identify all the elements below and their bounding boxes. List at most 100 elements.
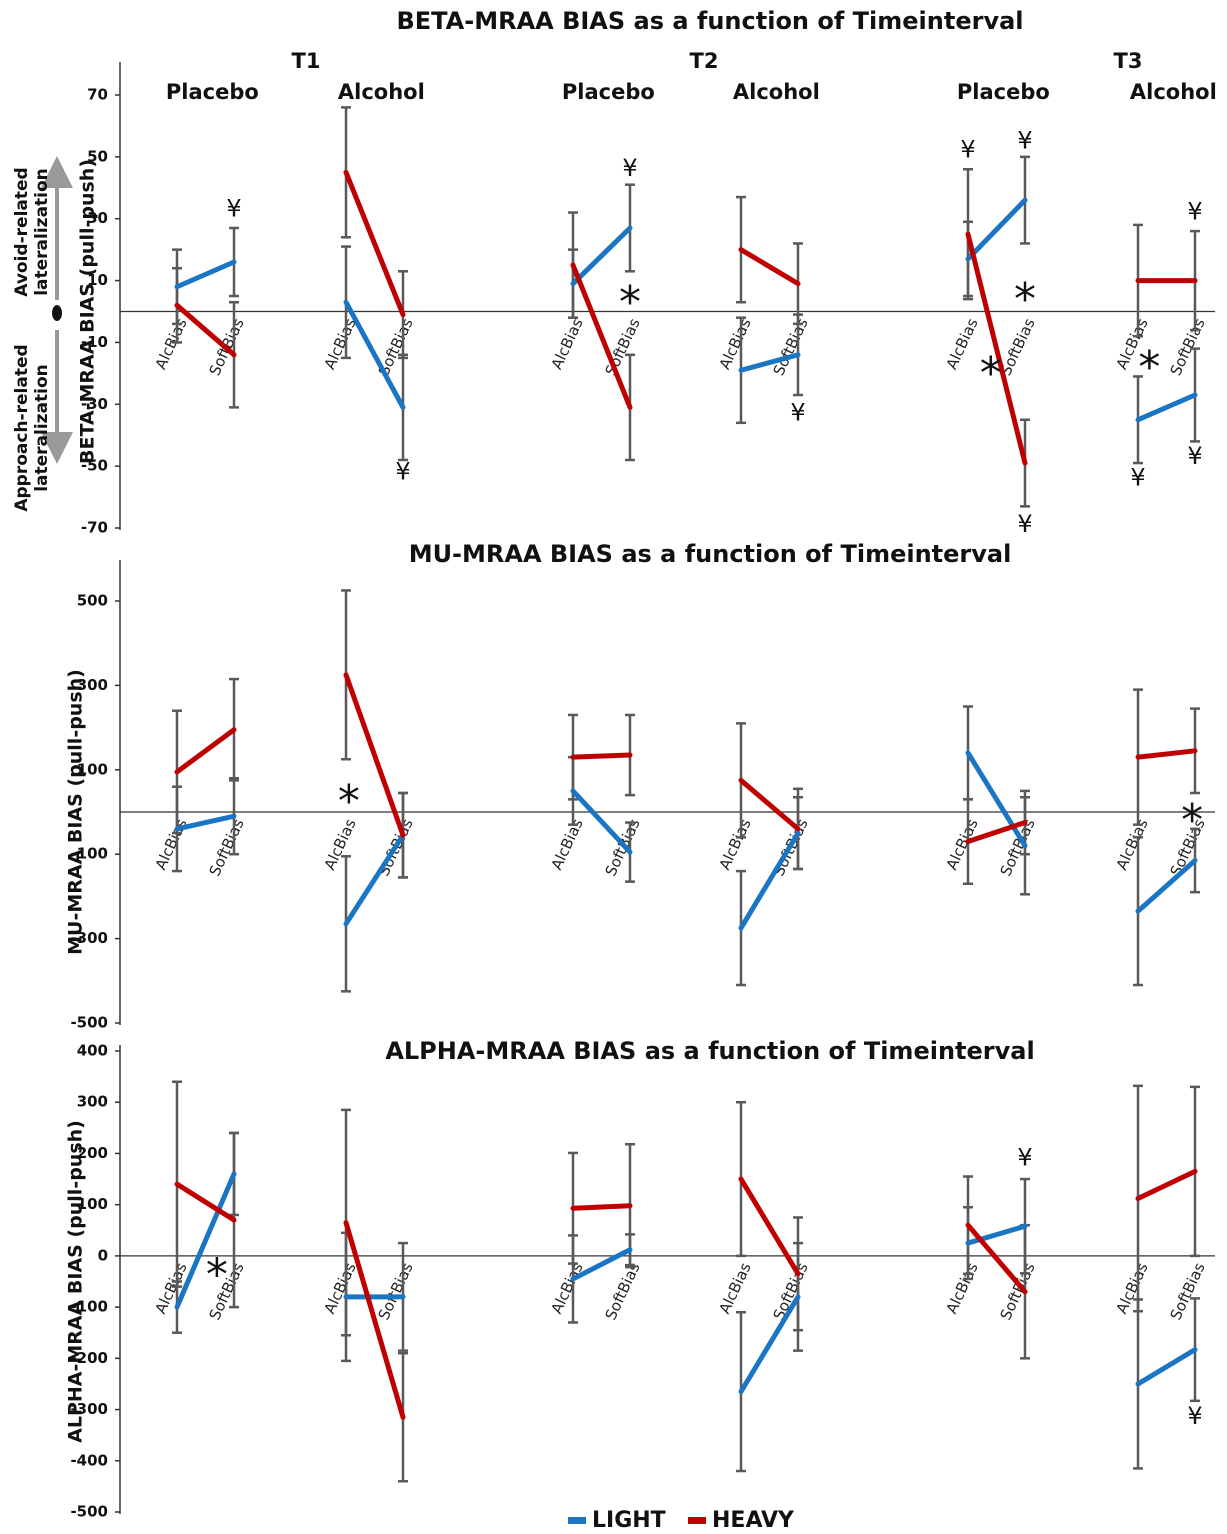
annotation: ¥	[960, 136, 975, 164]
series-line	[738, 352, 801, 373]
series-line	[343, 169, 406, 318]
y-tick-label: -500	[70, 1503, 108, 1521]
series-line	[965, 1222, 1028, 1295]
annotation: ¥	[1017, 126, 1032, 154]
y-tick-label: 200	[77, 1144, 108, 1162]
y-tick-label: 10	[87, 271, 108, 289]
group-label: Placebo	[957, 80, 1050, 104]
time-label: T2	[690, 49, 719, 73]
x-tick-label: SoftBias	[375, 1260, 417, 1323]
series-line	[738, 830, 801, 931]
y-tick-label: 300	[77, 1093, 108, 1111]
y-tick-label: 70	[87, 86, 108, 104]
y-tick-label: 500	[77, 592, 108, 610]
series-line	[570, 225, 633, 287]
legend-label: HEAVY	[712, 1508, 795, 1533]
side-label: lateralization	[32, 364, 52, 492]
annotation: ¥	[1187, 1402, 1202, 1430]
y-tick-label: 50	[87, 147, 108, 165]
x-tick-label: AlcBias	[1113, 816, 1152, 873]
series-line	[965, 820, 1028, 845]
y-tick-label: -200	[70, 1349, 108, 1367]
y-tick-label: -400	[70, 1451, 108, 1469]
series-line	[174, 259, 237, 290]
series-line	[343, 299, 406, 410]
x-tick-label: AlcBias	[1113, 1260, 1152, 1317]
series-line	[1135, 1168, 1198, 1202]
annotation: ¥	[1017, 1144, 1032, 1172]
annotation: ¥	[226, 194, 241, 222]
origin-dot	[52, 305, 62, 321]
chart-title: MU-MRAA BIAS as a function of Timeinterv…	[409, 540, 1012, 568]
side-label: lateralization	[32, 168, 52, 296]
series-line	[174, 813, 237, 832]
x-tick-label: AlcBias	[943, 1260, 982, 1317]
series-line	[738, 1294, 801, 1395]
series-line	[965, 197, 1028, 262]
y-tick-label: -30	[81, 395, 108, 413]
annotation: *	[1181, 795, 1203, 846]
y-tick-label: -500	[70, 1014, 108, 1032]
time-label: T3	[1114, 49, 1143, 73]
y-tick-label: -10	[81, 333, 108, 351]
x-tick-label: SoftBias	[1167, 315, 1209, 378]
chart-title: ALPHA-MRAA BIAS as a function of Timeint…	[385, 1037, 1034, 1065]
series-line	[174, 727, 237, 775]
y-tick-label: -100	[70, 1298, 108, 1316]
x-tick-label: SoftBias	[770, 315, 812, 378]
x-tick-label: AlcBias	[548, 1260, 587, 1317]
series-line	[570, 788, 633, 855]
side-label: Approach-related	[12, 344, 32, 511]
group-label: Alcohol	[733, 80, 820, 104]
series-line	[570, 752, 633, 760]
x-tick-label: AlcBias	[321, 315, 360, 372]
legend-swatch	[568, 1517, 586, 1524]
series-line	[570, 262, 633, 410]
series-line	[965, 750, 1028, 849]
annotation: ¥	[1187, 198, 1202, 226]
series-line	[343, 832, 406, 927]
x-tick-label: AlcBias	[152, 315, 191, 372]
annotation: *	[206, 1250, 228, 1301]
side-label: Avoid-related	[12, 167, 32, 296]
y-tick-label: 400	[77, 1042, 108, 1060]
group-label: Placebo	[562, 80, 655, 104]
series-line	[570, 1247, 633, 1282]
series-line	[965, 231, 1028, 466]
y-axis-label: BETA-MRAA BIAS (pull-push)	[77, 159, 99, 464]
y-tick-label: 300	[77, 676, 108, 694]
x-tick-label: AlcBias	[321, 1260, 360, 1317]
annotation: ¥	[1017, 510, 1032, 538]
x-tick-label: AlcBias	[548, 315, 587, 372]
x-tick-label: SoftBias	[602, 1260, 644, 1323]
y-tick-label: -70	[81, 519, 108, 537]
series-line	[1135, 858, 1198, 914]
annotation: *	[619, 277, 641, 328]
annotation: ¥	[622, 154, 637, 182]
series-line	[343, 1220, 406, 1420]
y-axis-label: MU-MRAA BIAS (pull-push)	[65, 669, 87, 955]
annotation: ¥	[790, 399, 805, 427]
time-label: T1	[292, 49, 321, 73]
annotation: *	[1138, 342, 1160, 393]
x-tick-label: SoftBias	[206, 816, 248, 879]
y-tick-label: -300	[70, 1400, 108, 1418]
series-line	[174, 1181, 237, 1223]
x-tick-label: AlcBias	[716, 315, 755, 372]
series-line	[174, 1171, 237, 1310]
y-tick-label: 100	[77, 1195, 108, 1213]
x-tick-label: SoftBias	[1167, 1260, 1209, 1323]
group-label: Placebo	[166, 80, 259, 104]
x-tick-label: AlcBias	[548, 816, 587, 873]
annotation: ¥	[1187, 442, 1202, 470]
x-tick-label: AlcBias	[943, 816, 982, 873]
series-line	[965, 1223, 1028, 1246]
annotation: *	[1014, 274, 1036, 325]
series-line	[570, 1203, 633, 1211]
series-line	[174, 302, 237, 358]
series-line	[738, 1176, 801, 1277]
annotation: ¥	[395, 457, 410, 485]
series-line	[738, 247, 801, 287]
y-tick-label: 30	[87, 209, 108, 227]
